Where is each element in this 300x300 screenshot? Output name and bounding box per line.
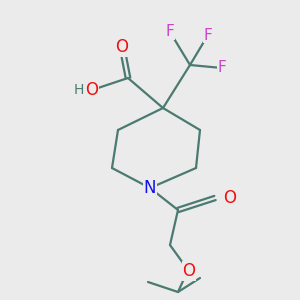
Text: N: N — [144, 179, 156, 197]
Text: F: F — [218, 61, 226, 76]
Text: O: O — [223, 189, 236, 207]
Text: H: H — [74, 83, 84, 97]
Text: O: O — [182, 262, 196, 280]
Text: F: F — [166, 25, 174, 40]
Text: F: F — [204, 28, 212, 43]
Text: O: O — [85, 81, 98, 99]
Text: O: O — [116, 38, 128, 56]
